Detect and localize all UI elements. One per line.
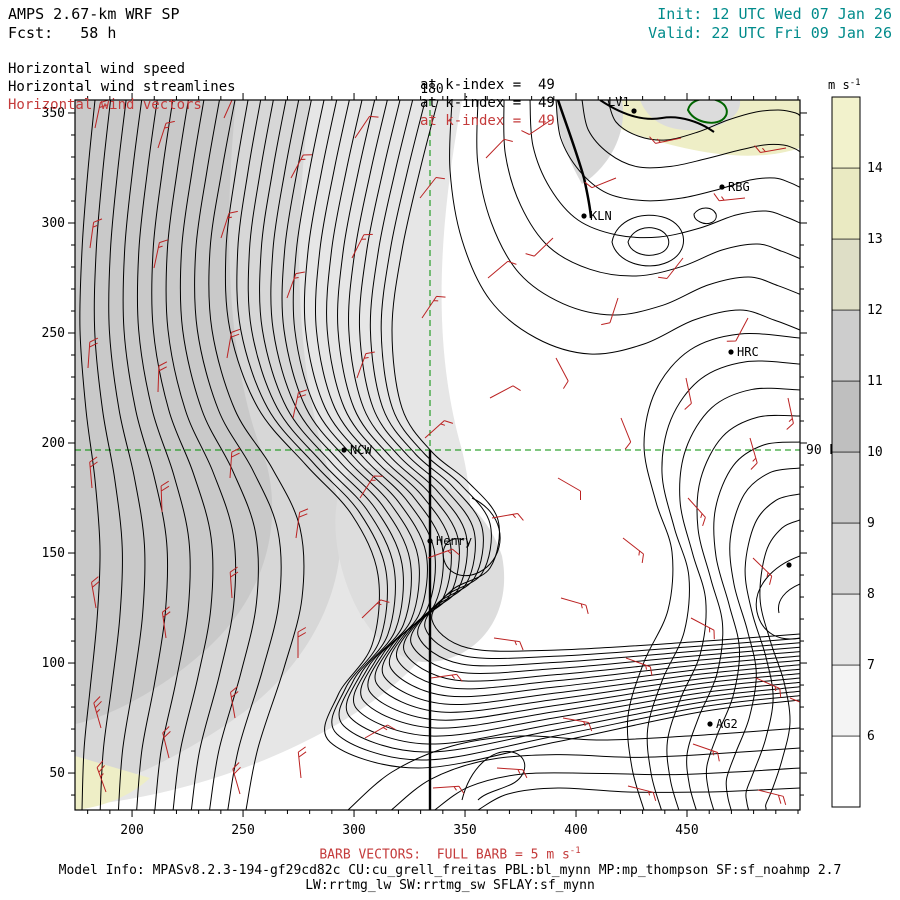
x-tick-label: 300 [342, 823, 365, 838]
field-row-wind-speed: Horizontal wind speed at k-index = 49 [0, 45, 900, 93]
colorbar-tick-label: 9 [867, 516, 875, 531]
y-tick-label: 350 [42, 106, 65, 121]
station-marker [427, 538, 433, 544]
station-marker [719, 184, 725, 190]
speed-shading-layer [75, 100, 800, 810]
wind-barbs-layer [87, 100, 800, 806]
barb-legend: BARB VECTORS: FULL BARB = 5 m s-1 [0, 846, 900, 862]
colorbar-tick-label: 6 [867, 729, 875, 744]
station-label: HRC [737, 345, 759, 359]
y-tick-label: 150 [42, 546, 65, 561]
x-tick-label: 350 [453, 823, 476, 838]
station-label: RBG [728, 180, 750, 194]
field-kindex: at k-index = 49 [420, 77, 555, 93]
latlon-grid-layer [75, 100, 800, 451]
model-info: Model Info: MPASv8.2.3-194-gf29cd82c CU:… [58, 863, 842, 878]
station-label: Henry [436, 534, 472, 548]
x-tick-label: 400 [564, 823, 587, 838]
field-kindex: at k-index = 49 [420, 113, 555, 129]
station-marker [631, 108, 637, 114]
field-label: Horizontal wind vectors [8, 97, 202, 113]
barb-legend-sup: -1 [569, 846, 581, 856]
y-tick-label: 100 [42, 656, 65, 671]
field-kindex: at k-index = 49 [420, 95, 555, 111]
station-label: NCW [350, 443, 372, 457]
axes-frame: 200 250 300 350 400 450 50 100 150 200 250 300 350 [42, 93, 807, 838]
stations-layer: LV1 RBG KLN HRC NCW Henry AG2 [341, 95, 792, 731]
colorbar-tick-label: 12 [867, 303, 883, 318]
colorbar-tick-label: 13 [867, 232, 883, 247]
station-label: LV1 [608, 95, 630, 109]
pole-label: 90 N [806, 443, 837, 458]
y-tick-label: 300 [42, 216, 65, 231]
station-label: AG2 [716, 717, 738, 731]
field-row-streamlines: Horizontal wind streamlines at k-index =… [0, 63, 900, 111]
station-marker [707, 721, 713, 727]
x-tick-label: 450 [675, 823, 698, 838]
y-tick-label: 250 [42, 326, 65, 341]
forecast-hour: Fcst: 58 h [8, 24, 117, 42]
station-marker [786, 562, 792, 568]
colorbar-tick-label: 11 [867, 374, 883, 389]
colorbar-tick-label: 10 [867, 445, 883, 460]
x-tick-label: 250 [231, 823, 254, 838]
init-time: Init: 12 UTC Wed 07 Jan 26 [657, 5, 892, 23]
field-label: Horizontal wind speed [8, 61, 186, 77]
model-title: AMPS 2.67-km WRF SP [8, 5, 180, 23]
meridian-label: 180 [420, 82, 443, 97]
streamlines-layer [79, 100, 800, 810]
station-label: KLN [590, 209, 612, 223]
field-label: Horizontal wind streamlines [8, 79, 236, 95]
field-row-wind-vectors: Horizontal wind vectors at k-index = 49 [0, 81, 900, 129]
colorbar-tick-label: 7 [867, 658, 875, 673]
station-marker [341, 447, 347, 453]
colorbar-tick-label: 8 [867, 587, 875, 602]
station-marker [728, 349, 734, 355]
barb-legend-text: BARB VECTORS: FULL BARB = 5 m s [319, 847, 570, 863]
x-tick-label: 200 [120, 823, 143, 838]
physics-info: LW:rrtmg_lw SW:rrtmg_sw SFLAY:sf_mynn [305, 878, 595, 893]
station-marker [581, 213, 587, 219]
colorbar-tick-label: 14 [867, 161, 883, 176]
y-tick-label: 50 [49, 766, 65, 781]
y-tick-label: 200 [42, 436, 65, 451]
valid-time: Valid: 22 UTC Fri 09 Jan 26 [648, 24, 892, 42]
